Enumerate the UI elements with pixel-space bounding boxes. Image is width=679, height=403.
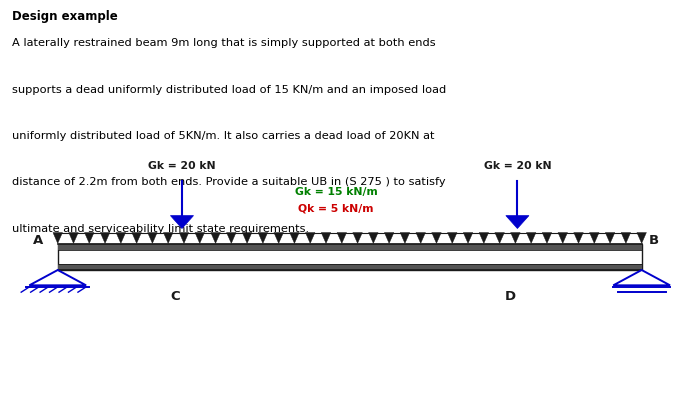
Polygon shape xyxy=(558,233,568,243)
Polygon shape xyxy=(258,233,268,243)
Polygon shape xyxy=(447,233,457,243)
Text: A: A xyxy=(33,234,43,247)
Polygon shape xyxy=(495,233,504,243)
Polygon shape xyxy=(116,233,126,243)
Polygon shape xyxy=(227,233,236,243)
Text: supports a dead uniformly distributed load of 15 KN/m and an imposed load: supports a dead uniformly distributed lo… xyxy=(12,85,447,95)
Polygon shape xyxy=(574,233,583,243)
Polygon shape xyxy=(337,233,346,243)
Polygon shape xyxy=(506,216,529,229)
Bar xyxy=(58,244,642,249)
Polygon shape xyxy=(274,233,283,243)
Polygon shape xyxy=(353,233,363,243)
Polygon shape xyxy=(179,233,189,243)
Text: B: B xyxy=(648,234,659,247)
Polygon shape xyxy=(369,233,378,243)
Polygon shape xyxy=(210,233,220,243)
Polygon shape xyxy=(242,233,252,243)
Polygon shape xyxy=(526,233,536,243)
Polygon shape xyxy=(100,233,110,243)
Polygon shape xyxy=(463,233,473,243)
Polygon shape xyxy=(613,270,670,285)
Text: Gk = 20 kN: Gk = 20 kN xyxy=(148,161,216,171)
Polygon shape xyxy=(606,233,615,243)
Polygon shape xyxy=(84,233,94,243)
Polygon shape xyxy=(384,233,394,243)
Bar xyxy=(58,244,642,270)
Polygon shape xyxy=(321,233,331,243)
Text: uniformly distributed load of 5KN/m. It also carries a dead load of 20KN at: uniformly distributed load of 5KN/m. It … xyxy=(12,131,435,141)
Bar xyxy=(58,264,642,270)
Polygon shape xyxy=(290,233,299,243)
Polygon shape xyxy=(479,233,489,243)
Text: A laterally restrained beam 9m long that is simply supported at both ends: A laterally restrained beam 9m long that… xyxy=(12,38,436,48)
Polygon shape xyxy=(306,233,315,243)
Polygon shape xyxy=(147,233,157,243)
Text: distance of 2.2m from both ends. Provide a suitable UB in (S 275 ) to satisfy: distance of 2.2m from both ends. Provide… xyxy=(12,177,446,187)
Polygon shape xyxy=(637,233,646,243)
Polygon shape xyxy=(400,233,409,243)
Polygon shape xyxy=(589,233,599,243)
Polygon shape xyxy=(170,216,194,229)
Polygon shape xyxy=(432,233,441,243)
Text: D: D xyxy=(505,290,516,303)
Polygon shape xyxy=(29,270,86,285)
Polygon shape xyxy=(164,233,173,243)
Polygon shape xyxy=(69,233,78,243)
Text: Gk = 20 kN: Gk = 20 kN xyxy=(483,161,551,171)
Polygon shape xyxy=(132,233,141,243)
Polygon shape xyxy=(53,233,62,243)
Text: Gk = 15 kN/m: Gk = 15 kN/m xyxy=(295,187,378,197)
Text: Qk = 5 kN/m: Qk = 5 kN/m xyxy=(298,204,374,214)
Polygon shape xyxy=(511,233,520,243)
Text: Design example: Design example xyxy=(12,10,118,23)
Polygon shape xyxy=(621,233,631,243)
Polygon shape xyxy=(543,233,552,243)
Polygon shape xyxy=(416,233,426,243)
Text: C: C xyxy=(170,290,180,303)
Text: ultimate and serviceability limit state requirements.: ultimate and serviceability limit state … xyxy=(12,224,310,234)
Polygon shape xyxy=(195,233,204,243)
